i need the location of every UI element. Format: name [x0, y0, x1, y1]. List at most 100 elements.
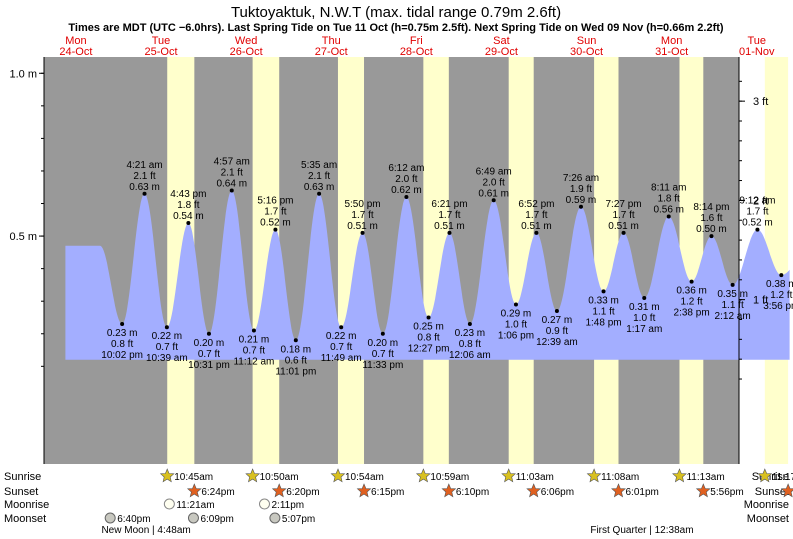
date-label: 27-Oct: [315, 46, 348, 58]
axes: 0.5 m 1.0 m 1 ft 2 ft 3 ft: [9, 57, 768, 464]
sunset-icon: [695, 483, 711, 498]
sunset-icon: [526, 483, 542, 498]
tide-point: [534, 230, 539, 235]
tide-feet-label: 2.1 ft: [133, 171, 155, 182]
tide-meter-label: 0.23 m: [455, 328, 486, 339]
tide-point: [779, 273, 784, 278]
date-label: 01-Nov: [739, 46, 775, 58]
tide-feet-label: 1.8 ft: [658, 194, 680, 205]
tide-meter-label: 0.18 m: [281, 344, 312, 355]
tide-time-label: 7:26 am: [563, 173, 599, 184]
moon-phase-label: New Moon | 4:48am: [101, 525, 190, 536]
sunset-time: 6:01pm: [625, 487, 658, 498]
tide-point: [251, 328, 256, 333]
tide-meter-label: 0.59 m: [566, 195, 597, 206]
tide-time-label: 8:14 pm: [693, 202, 729, 213]
tide-feet-label: 1.7 ft: [746, 207, 768, 218]
tide-meter-label: 0.22 m: [326, 331, 357, 342]
tide-feet-label: 1.9 ft: [570, 184, 592, 195]
left-axis-tick-label: 0.5 m: [9, 231, 37, 243]
tide-time-label: 4:43 pm: [170, 189, 206, 200]
tide-meter-label: 0.51 m: [434, 221, 465, 232]
day-of-week-label: Wed: [235, 35, 257, 47]
tide-time-label: 1:17 am: [626, 324, 662, 335]
tide-time-label: 9:12 am: [739, 196, 775, 207]
tide-feet-label: 1.0 ft: [633, 313, 655, 324]
daylight-band: [764, 57, 789, 464]
moonrise-icon: [163, 498, 175, 510]
moonset-row-label-right: Moonset: [747, 513, 789, 525]
tide-time-label: 11:49 am: [321, 353, 362, 364]
day-labels: Mon24-OctTue25-OctWed26-OctThu27-OctFri2…: [59, 35, 775, 58]
tide-point: [666, 214, 671, 219]
tide-feet-label: 1.2 ft: [680, 297, 702, 308]
tide-time-label: 4:21 am: [126, 160, 162, 171]
tide-point: [755, 227, 760, 232]
tide-feet-label: 0.8 ft: [417, 332, 439, 343]
date-label: 25-Oct: [145, 46, 178, 58]
moon-phase-label: First Quarter | 12:38am: [590, 525, 693, 536]
tide-feet-label: 1.7 ft: [612, 210, 634, 221]
tide-feet-label: 1.0 ft: [505, 319, 527, 330]
tide-time-label: 12:06 am: [449, 350, 491, 361]
sunset-row-label: Sunset: [4, 486, 38, 498]
tide-feet-label: 0.8 ft: [111, 339, 133, 350]
day-of-week-label: Fri: [410, 35, 423, 47]
tide-meter-label: 0.20 m: [368, 338, 399, 349]
tide-point: [206, 331, 211, 336]
moonset-time: 6:40pm: [117, 514, 150, 525]
tide-feet-label: 0.7 ft: [156, 342, 178, 353]
tide-feet-label: 1.1 ft: [721, 300, 743, 311]
chart-title: Tuktoyaktuk, N.W.T (max. tidal range 0.7…: [231, 4, 561, 21]
moonset-icon: [187, 512, 199, 524]
tide-feet-label: 0.8 ft: [459, 339, 481, 350]
tide-time-label: 11:12 am: [233, 357, 274, 368]
sunrise-icon: [757, 468, 773, 483]
tide-meter-label: 0.52 m: [260, 218, 291, 229]
tide-feet-label: 1.1 ft: [592, 306, 614, 317]
sunrise-time: 10:54am: [345, 472, 384, 483]
tide-time-label: 11:01 pm: [275, 366, 316, 377]
tide-meter-label: 0.62 m: [391, 185, 422, 196]
sunset-time: 6:15pm: [371, 487, 404, 498]
sunrise-icon: [672, 468, 687, 483]
tide-point: [642, 295, 647, 300]
tide-point: [404, 195, 409, 200]
tide-time-label: 6:21 pm: [431, 199, 467, 210]
sunset-icon: [780, 483, 793, 498]
moonrise-row-label-right: Moonrise: [744, 499, 789, 511]
tide-feet-label: 2.1 ft: [221, 167, 243, 178]
moonset-icon: [104, 512, 116, 524]
sunrise-time: 10:45am: [174, 472, 213, 483]
tide-point: [293, 338, 298, 343]
right-axis-tick-label: 2 ft: [753, 195, 768, 207]
tide-meter-label: 0.54 m: [173, 211, 204, 222]
tide-meter-label: 0.51 m: [347, 221, 378, 232]
sunset-time: 6:24pm: [201, 487, 234, 498]
tide-point: [426, 315, 431, 320]
sunrise-icon: [330, 468, 346, 483]
day-of-week-label: Tue: [747, 35, 766, 47]
tide-point: [621, 230, 626, 235]
day-of-week-label: Thu: [322, 35, 341, 47]
tide-point: [491, 198, 496, 203]
tide-meter-label: 0.38 m: [766, 279, 793, 290]
tide-time-label: 4:57 am: [214, 156, 250, 167]
tide-feet-label: 0.6 ft: [285, 355, 307, 366]
tide-point: [709, 234, 714, 239]
day-of-week-label: Mon: [65, 35, 86, 47]
tide-feet-label: 1.2 ft: [770, 290, 792, 301]
tide-point: [120, 321, 125, 326]
tide-feet-label: 2.1 ft: [308, 171, 330, 182]
date-label: 28-Oct: [400, 46, 433, 58]
tide-meter-label: 0.27 m: [542, 315, 573, 326]
tide-time-label: 5:35 am: [301, 160, 337, 171]
tide-meter-label: 0.63 m: [129, 182, 160, 193]
tide-feet-label: 1.7 ft: [264, 207, 286, 218]
tide-point: [360, 230, 365, 235]
tide-point: [186, 221, 191, 226]
tide-feet-label: 1.8 ft: [177, 200, 199, 211]
tide-meter-label: 0.33 m: [588, 295, 619, 306]
